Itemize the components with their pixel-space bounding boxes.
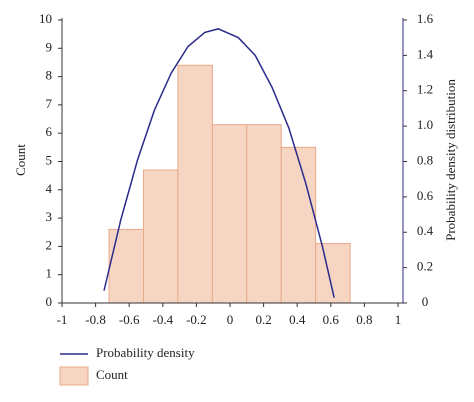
y-axis-label: Count (13, 144, 28, 176)
bar (177, 64, 213, 304)
x-tick-label: 0.8 (356, 312, 372, 327)
bar (211, 124, 248, 304)
y2-tick-label: 1.0 (417, 117, 433, 132)
x-tick-label: 0.6 (323, 312, 340, 327)
y2-tick-label: 1.6 (417, 11, 434, 26)
x-tick-label: -0.8 (85, 312, 106, 327)
legend-label: Probability density (96, 345, 195, 360)
x-tick-label: 1 (395, 312, 402, 327)
y-tick-label: 8 (46, 68, 53, 83)
y2-tick-label: 1.4 (417, 46, 434, 61)
bar (142, 169, 179, 304)
y-tick-label: 7 (46, 96, 53, 111)
y-tick-label: 0 (46, 294, 53, 309)
density-line (103, 28, 335, 298)
y-tick-label: 3 (46, 209, 53, 224)
y-tick-label: 9 (46, 39, 53, 54)
y2-tick-label: 1.2 (417, 82, 433, 97)
y-tick-label: 4 (46, 181, 53, 196)
y-tick-label: 6 (46, 124, 53, 139)
y2-tick-label: 0.6 (417, 188, 434, 203)
x-tick-label: 0 (227, 312, 234, 327)
y-tick-label: 2 (46, 237, 53, 252)
bar (108, 228, 144, 304)
y2-tick-label: 0.8 (417, 152, 433, 167)
y2-tick-label: 0.4 (417, 223, 434, 238)
legend-label: Count (96, 367, 128, 382)
y-tick-label: 10 (39, 11, 52, 26)
legend-swatch (59, 366, 89, 386)
y-tick-label: 5 (46, 152, 53, 167)
x-tick-label: -0.4 (153, 312, 174, 327)
x-tick-label: -1 (57, 312, 68, 327)
x-tick-label: -0.6 (119, 312, 140, 327)
y2-axis-label: Probability density distribution (443, 79, 458, 241)
y2-tick-label: 0.2 (417, 259, 433, 274)
bar (280, 146, 317, 304)
bar (246, 124, 282, 304)
x-tick-label: 0.2 (255, 312, 271, 327)
x-tick-label: 0.4 (289, 312, 306, 327)
y2-tick-label: 0 (422, 294, 429, 309)
x-tick-label: -0.2 (186, 312, 207, 327)
y-tick-label: 1 (46, 266, 53, 281)
